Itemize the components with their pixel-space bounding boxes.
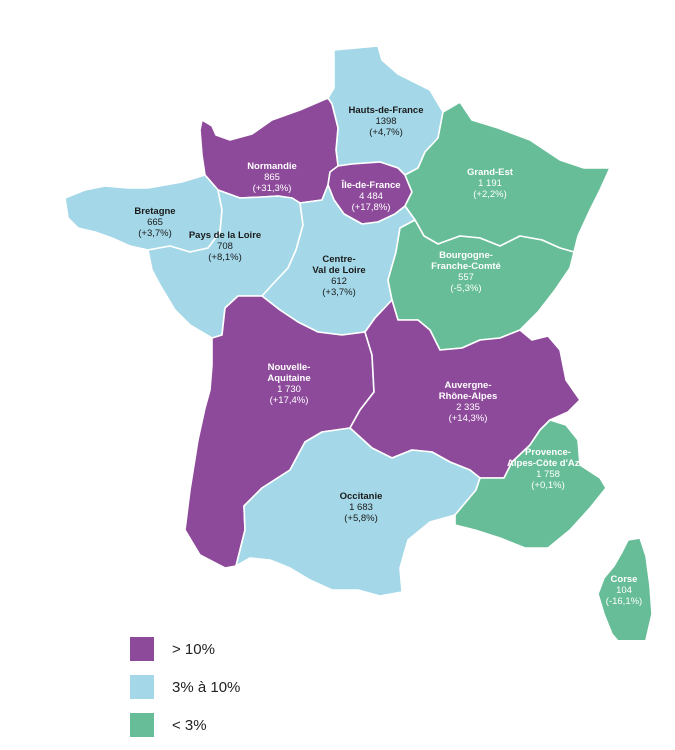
region-name-auvergne-rhone-alpes-1: Auvergne-	[445, 380, 492, 391]
legend-item-low: < 3%	[130, 712, 240, 738]
region-change-occitanie: (+5,8%)	[344, 513, 378, 524]
legend-item-high: > 10%	[130, 636, 240, 662]
region-name-normandie: Normandie	[247, 161, 297, 172]
region-change-grand-est: (+2,2%)	[473, 189, 507, 200]
legend-swatch-mid	[130, 675, 154, 699]
region-name-corse: Corse	[611, 574, 638, 585]
legend-label-low: < 3%	[172, 716, 207, 734]
region-name-auvergne-rhone-alpes-2: Rhône-Alpes	[439, 391, 498, 402]
region-name-provence-alpes-cote-dazur-1: Provence-	[525, 447, 571, 458]
region-value-auvergne-rhone-alpes: 2 335	[456, 402, 480, 413]
region-provence-alpes-cote-dazur[interactable]	[454, 419, 607, 549]
region-change-bretagne: (+3,7%)	[138, 228, 172, 239]
legend-swatch-high	[130, 637, 154, 661]
region-change-bourgogne-franche-comte: (-5,3%)	[450, 283, 481, 294]
region-name-ile-de-france: Île-de-France	[340, 179, 400, 191]
region-corse[interactable]	[597, 537, 653, 640]
region-change-hauts-de-france: (+4,7%)	[369, 127, 403, 138]
region-name-hauts-de-france: Hauts-de-France	[349, 105, 424, 116]
region-name-pays-de-la-loire: Pays de la Loire	[189, 230, 261, 241]
region-name-centre-val-de-loire-1: Centre-	[322, 254, 355, 265]
region-value-hauts-de-france: 1398	[375, 116, 396, 127]
region-value-normandie: 865	[264, 172, 280, 183]
region-value-pays-de-la-loire: 708	[217, 241, 233, 252]
region-change-nouvelle-aquitaine: (+17,4%)	[270, 395, 309, 406]
legend-swatch-low	[130, 713, 154, 737]
region-value-nouvelle-aquitaine: 1 730	[277, 384, 301, 395]
region-value-occitanie: 1 683	[349, 502, 373, 513]
region-change-corse: (-16,1%)	[606, 596, 642, 607]
legend-label-high: > 10%	[172, 640, 215, 658]
region-name-centre-val-de-loire-2: Val de Loire	[312, 265, 365, 276]
region-value-centre-val-de-loire: 612	[331, 276, 347, 287]
legend-item-mid: 3% à 10%	[130, 674, 240, 700]
region-name-occitanie: Occitanie	[340, 491, 383, 502]
region-change-ile-de-france: (+17,8%)	[352, 202, 391, 213]
region-value-ile-de-france: 4 484	[359, 191, 383, 202]
region-change-auvergne-rhone-alpes: (+14,3%)	[449, 413, 488, 424]
region-name-bourgogne-franche-comte-2: Franche-Comté	[431, 261, 501, 272]
region-change-centre-val-de-loire: (+3,7%)	[322, 287, 356, 298]
region-change-provence-alpes-cote-dazur: (+0,1%)	[531, 480, 565, 491]
region-name-bourgogne-franche-comte-1: Bourgogne-	[439, 250, 493, 261]
region-value-corse: 104	[616, 585, 632, 596]
region-value-provence-alpes-cote-dazur: 1 758	[536, 469, 560, 480]
region-name-grand-est: Grand-Est	[467, 167, 514, 178]
region-value-grand-est: 1 191	[478, 178, 502, 189]
region-name-nouvelle-aquitaine-1: Nouvelle-	[268, 362, 311, 373]
region-value-bretagne: 665	[147, 217, 163, 228]
region-change-normandie: (+31,3%)	[253, 183, 292, 194]
legend: > 10% 3% à 10% < 3%	[130, 636, 240, 750]
region-value-bourgogne-franche-comte: 557	[458, 272, 474, 283]
region-name-provence-alpes-cote-dazur-2: Alpes-Côte d'Azur	[507, 458, 589, 469]
region-name-bretagne: Bretagne	[134, 206, 175, 217]
region-name-nouvelle-aquitaine-2: Aquitaine	[267, 373, 310, 384]
region-change-pays-de-la-loire: (+8,1%)	[208, 252, 242, 263]
legend-label-mid: 3% à 10%	[172, 678, 241, 696]
